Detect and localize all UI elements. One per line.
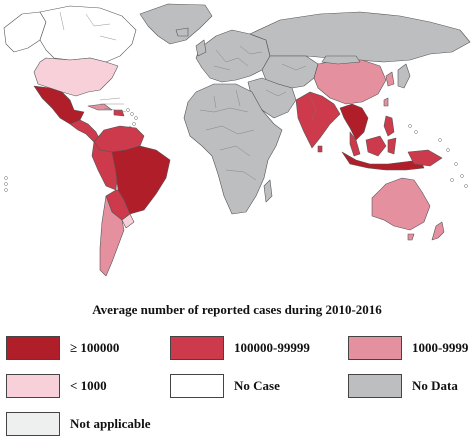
world-choropleth-map (3, 3, 471, 277)
region-greenland (139, 3, 213, 45)
region-russia (249, 11, 471, 63)
region-mongolia (321, 55, 361, 65)
region-cuba (87, 103, 113, 111)
region-central-america (69, 119, 101, 143)
legend-item-100000-plus: ≥ 100000 (6, 336, 146, 362)
region-malay-peninsula (349, 131, 361, 157)
region-uruguay (121, 213, 135, 229)
legend-item-no-data: No Data (348, 374, 468, 400)
region-new-guinea (407, 149, 443, 167)
legend-title: Average number of reported cases during … (92, 302, 382, 317)
region-se-asia-mainland (339, 103, 369, 141)
region-sri-lanka (317, 145, 323, 153)
region-africa (183, 83, 283, 215)
legend-swatch-100000-99999 (170, 336, 224, 360)
legend-label: No Data (412, 378, 458, 393)
region-sulawesi (387, 137, 397, 155)
legend-item-under-1000: < 1000 (6, 374, 146, 400)
region-madagascar (263, 179, 273, 203)
region-hispaniola (113, 109, 125, 117)
region-borneo (365, 135, 387, 157)
region-china (313, 59, 387, 105)
region-new-zealand (431, 221, 445, 241)
legend-item-1000-9999: 1000-9999 (348, 336, 468, 362)
region-argentina (99, 195, 125, 277)
legend-swatch-no-case (170, 374, 224, 398)
legend-swatch-no-data (348, 374, 402, 398)
legend-label: No Case (234, 378, 280, 393)
legend-item-100000-99999: 100000-99999 (170, 336, 320, 362)
region-europe (195, 29, 271, 83)
legend-swatch-1000-9999 (348, 336, 402, 360)
legend-label: < 1000 (70, 378, 107, 393)
region-usa (33, 57, 119, 97)
region-alaska (3, 11, 47, 53)
legend-label: 1000-9999 (412, 340, 469, 355)
legend-label: Not applicable (70, 416, 151, 431)
legend-swatch-not-applicable (6, 412, 60, 436)
legend-item-not-applicable: Not applicable (6, 412, 166, 438)
region-uk (195, 39, 207, 57)
region-canada (39, 5, 137, 63)
region-iceland (175, 27, 189, 37)
region-korea (385, 71, 395, 87)
region-philippines (383, 115, 395, 137)
region-tasmania (407, 233, 415, 241)
region-australia (371, 177, 431, 231)
legend-item-no-case: No Case (170, 374, 320, 400)
region-taiwan (383, 97, 389, 107)
legend-swatch-under-1000 (6, 374, 60, 398)
legend-label: 100000-99999 (234, 340, 310, 355)
legend-label: ≥ 100000 (70, 340, 120, 355)
region-mexico (33, 85, 85, 125)
region-japan (397, 63, 411, 89)
region-south-asia (295, 91, 341, 149)
legend-swatch-100000-plus (6, 336, 60, 360)
